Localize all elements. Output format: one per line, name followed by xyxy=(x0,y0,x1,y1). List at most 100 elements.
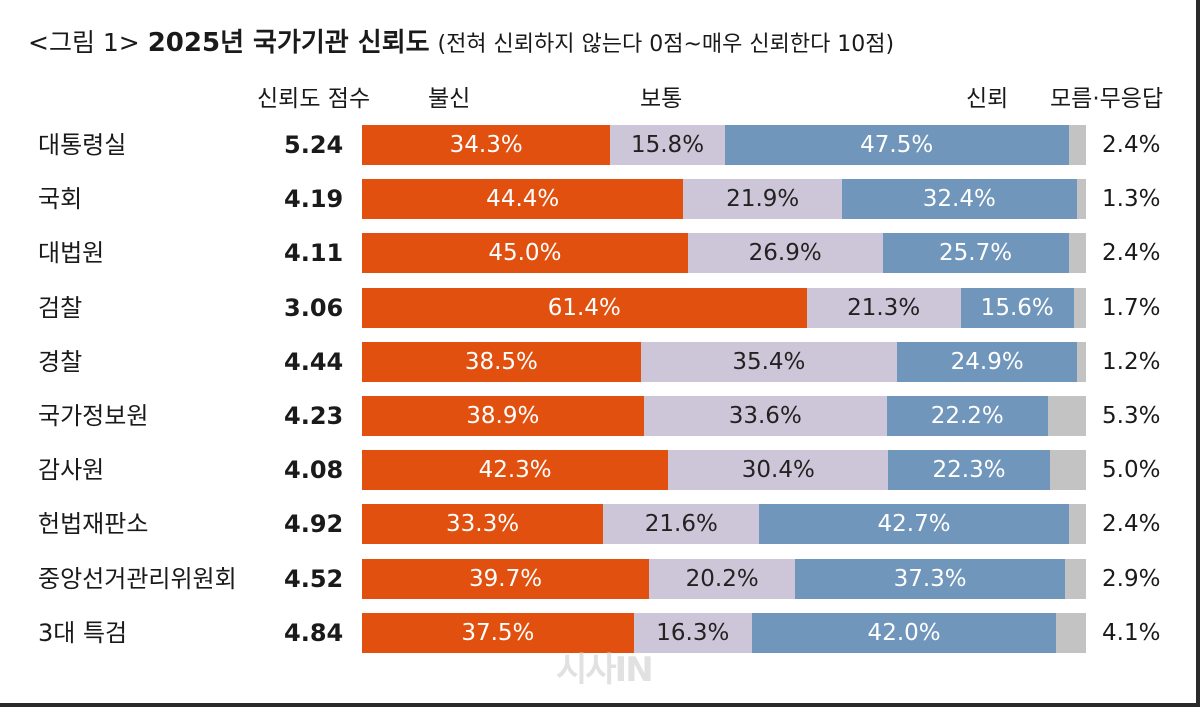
bar-segment xyxy=(1068,504,1086,545)
trust-score: 5.24 xyxy=(284,131,344,159)
bar-segment xyxy=(362,558,650,599)
bar-segment xyxy=(649,558,796,599)
category-label: 국가정보원 xyxy=(38,402,149,430)
data-label-dont-know: 4.1% xyxy=(1102,619,1161,646)
data-label-dont-know: 5.3% xyxy=(1102,403,1161,429)
bar-segment xyxy=(882,233,1069,274)
bar-segment xyxy=(362,504,604,545)
data-label: 21.9% xyxy=(726,186,800,213)
title-text: 2025년 국가기관 신뢰도 xyxy=(147,28,430,58)
bar-segment xyxy=(683,179,842,220)
data-label: 34.3% xyxy=(449,132,523,158)
chart-title: <그림 1> 2025년 국가기관 신뢰도 (전혀 신뢰하지 않는다 0점~매우… xyxy=(28,26,894,62)
data-label: 45.0% xyxy=(488,240,562,267)
frame-border-right xyxy=(1196,0,1200,707)
category-label: 대법원 xyxy=(38,239,105,268)
category-label: 헌법재판소 xyxy=(38,510,149,539)
header-distrust: 불신 xyxy=(428,86,471,112)
trust-score: 4.08 xyxy=(284,456,344,485)
bar-segment xyxy=(1065,558,1086,599)
bar-segment xyxy=(603,504,760,545)
trust-score: 4.84 xyxy=(284,618,344,647)
bar-segment xyxy=(610,125,725,165)
data-label: 20.2% xyxy=(685,565,759,592)
trust-score: 4.11 xyxy=(284,239,344,268)
data-label-dont-know: 2.4% xyxy=(1102,132,1161,158)
trust-score: 4.19 xyxy=(284,185,344,214)
data-label: 15.6% xyxy=(980,294,1054,321)
data-label: 42.3% xyxy=(478,457,552,484)
bar-segment xyxy=(724,125,1069,165)
data-label: 24.9% xyxy=(950,348,1024,375)
data-label-dont-know: 2.4% xyxy=(1102,511,1161,538)
bar-segment xyxy=(687,233,883,274)
header-neutral: 보통 xyxy=(640,86,683,112)
category-label: 검찰 xyxy=(38,293,83,322)
header-trust: 신뢰 xyxy=(966,86,1009,112)
data-label: 22.3% xyxy=(932,457,1006,484)
bar-segment xyxy=(886,396,1048,436)
data-label: 16.3% xyxy=(656,619,730,646)
trust-score: 4.23 xyxy=(284,402,344,430)
data-label: 22.2% xyxy=(930,403,1004,429)
category-label: 중앙선거관리위원회 xyxy=(38,564,237,593)
bar-segment xyxy=(1068,125,1086,165)
data-label: 33.6% xyxy=(728,403,802,429)
figure-number: <그림 1> xyxy=(28,28,140,57)
data-label-dont-know: 1.2% xyxy=(1102,348,1161,375)
data-label: 44.4% xyxy=(486,186,560,213)
data-label: 35.4% xyxy=(732,348,806,375)
data-label-dont-know: 1.7% xyxy=(1102,294,1161,321)
data-label: 42.0% xyxy=(867,619,941,646)
trust-score: 4.44 xyxy=(284,347,344,376)
bar-segment xyxy=(640,341,898,382)
bar-segment xyxy=(362,125,611,165)
frame-border-bottom xyxy=(0,703,1200,707)
bar-segment xyxy=(362,396,644,436)
bar-segment xyxy=(759,504,1069,545)
category-label: 감사원 xyxy=(38,456,105,485)
title-subtitle: (전혀 신뢰하지 않는다 0점~매우 신뢰한다 10점) xyxy=(437,32,895,57)
bar-segment xyxy=(806,287,961,328)
bar-segment xyxy=(362,287,807,328)
bar-segment xyxy=(668,450,889,491)
header-dont-know: 모름·무응답 xyxy=(1050,86,1164,112)
bar-segment xyxy=(633,612,752,653)
data-label: 37.5% xyxy=(461,619,535,646)
header-score: 신뢰도 점수 xyxy=(257,86,371,112)
bar-segment xyxy=(842,179,1077,220)
bar-segment xyxy=(362,612,634,653)
bar-segment xyxy=(362,233,688,274)
category-label: 3대 특검 xyxy=(38,618,128,647)
bar-segment xyxy=(1047,396,1086,436)
bar-segment xyxy=(795,558,1066,599)
data-label: 38.9% xyxy=(466,403,540,429)
data-label: 32.4% xyxy=(922,186,996,213)
bar-segment xyxy=(1056,612,1086,653)
data-label-dont-know: 5.0% xyxy=(1102,457,1161,484)
watermark-logo: 시사IN xyxy=(556,650,654,690)
data-label: 38.5% xyxy=(464,348,538,375)
bar-segment xyxy=(960,287,1074,328)
bar-segment xyxy=(1068,233,1086,274)
data-label: 21.3% xyxy=(847,294,921,321)
data-label: 37.3% xyxy=(893,565,967,592)
bar-segment xyxy=(1076,179,1086,220)
data-label: 47.5% xyxy=(860,132,934,158)
data-label: 39.7% xyxy=(469,565,543,592)
bar-segment xyxy=(897,341,1078,382)
bar-segment xyxy=(362,179,684,220)
data-label: 33.3% xyxy=(445,511,520,538)
trust-score: 3.06 xyxy=(284,293,344,322)
bar-segment xyxy=(362,341,641,382)
data-label-dont-know: 2.9% xyxy=(1102,565,1161,592)
trust-score: 4.52 xyxy=(284,564,344,593)
data-label: 15.8% xyxy=(630,132,705,158)
bar-segment xyxy=(1073,287,1086,328)
data-label: 42.7% xyxy=(877,511,951,538)
category-label: 경찰 xyxy=(38,347,83,376)
bar-segment xyxy=(362,450,669,491)
data-label: 30.4% xyxy=(741,457,815,484)
bar-segment xyxy=(888,450,1050,491)
